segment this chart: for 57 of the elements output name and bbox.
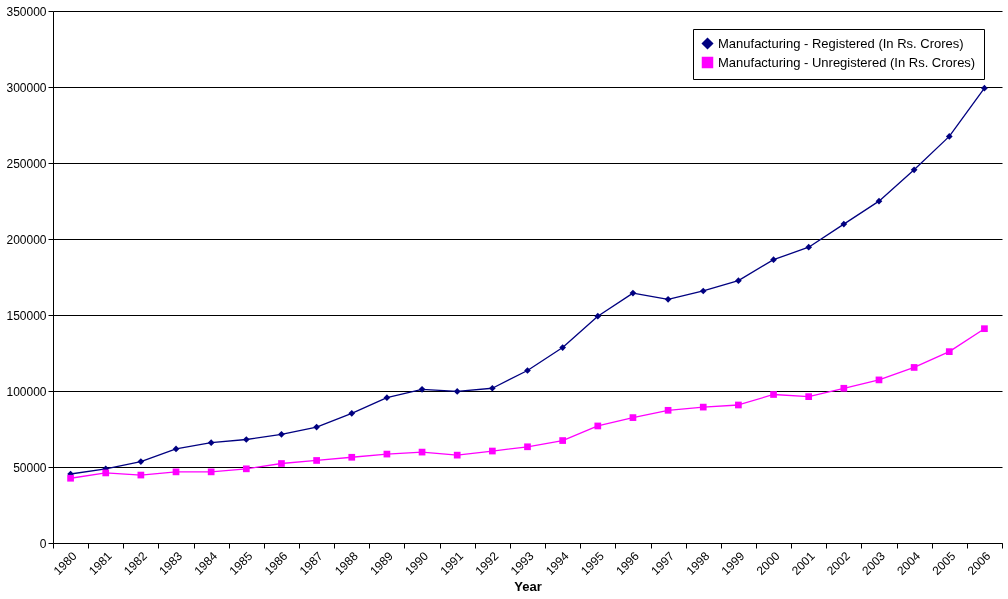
point (735, 401, 742, 409)
point (981, 84, 988, 92)
point (348, 453, 356, 461)
point (242, 436, 250, 443)
y-tick-label: 0 (39, 536, 47, 551)
point (489, 384, 496, 392)
point (805, 243, 813, 251)
point (489, 447, 496, 455)
point (278, 460, 285, 467)
point (524, 367, 531, 374)
legend-label: Manufacturing - Registered (In Rs. Crores) (718, 35, 964, 51)
point (137, 458, 145, 465)
point (67, 474, 74, 482)
point (278, 430, 285, 438)
y-tick-label: 200000 (6, 232, 47, 247)
point (735, 277, 742, 284)
point (242, 465, 250, 473)
point (664, 295, 672, 303)
point (945, 348, 953, 355)
x-axis-title: Year (514, 579, 542, 595)
point (383, 394, 391, 402)
point (453, 451, 461, 459)
point (629, 289, 637, 297)
point (348, 409, 356, 417)
point (524, 443, 531, 451)
y-tick-label: 100000 (6, 384, 47, 399)
point (910, 166, 918, 174)
y-tick-label: 150000 (6, 308, 47, 323)
point (840, 220, 848, 228)
point (629, 414, 637, 421)
point (664, 406, 672, 414)
point (770, 256, 777, 264)
point (207, 468, 215, 476)
y-tick-label: 300000 (6, 80, 47, 95)
point (102, 469, 110, 477)
point (313, 457, 320, 464)
point (699, 287, 707, 295)
point (418, 385, 426, 393)
point (805, 393, 813, 400)
point (699, 403, 707, 411)
point (207, 439, 215, 447)
point (981, 325, 988, 333)
legend-label: Manufacturing - Unregistered (In Rs. Crores) (718, 54, 976, 70)
y-tick-label: 350000 (6, 4, 47, 19)
point (840, 384, 848, 392)
point (172, 445, 180, 453)
point (559, 437, 566, 444)
point (594, 312, 602, 320)
point (594, 422, 602, 430)
y-tick-label: 250000 (6, 156, 47, 171)
point (875, 197, 883, 205)
point (910, 364, 918, 371)
point (770, 391, 777, 398)
point (559, 344, 566, 351)
point (945, 133, 953, 140)
y-tick-label: 50000 (13, 460, 47, 475)
point (453, 388, 461, 395)
